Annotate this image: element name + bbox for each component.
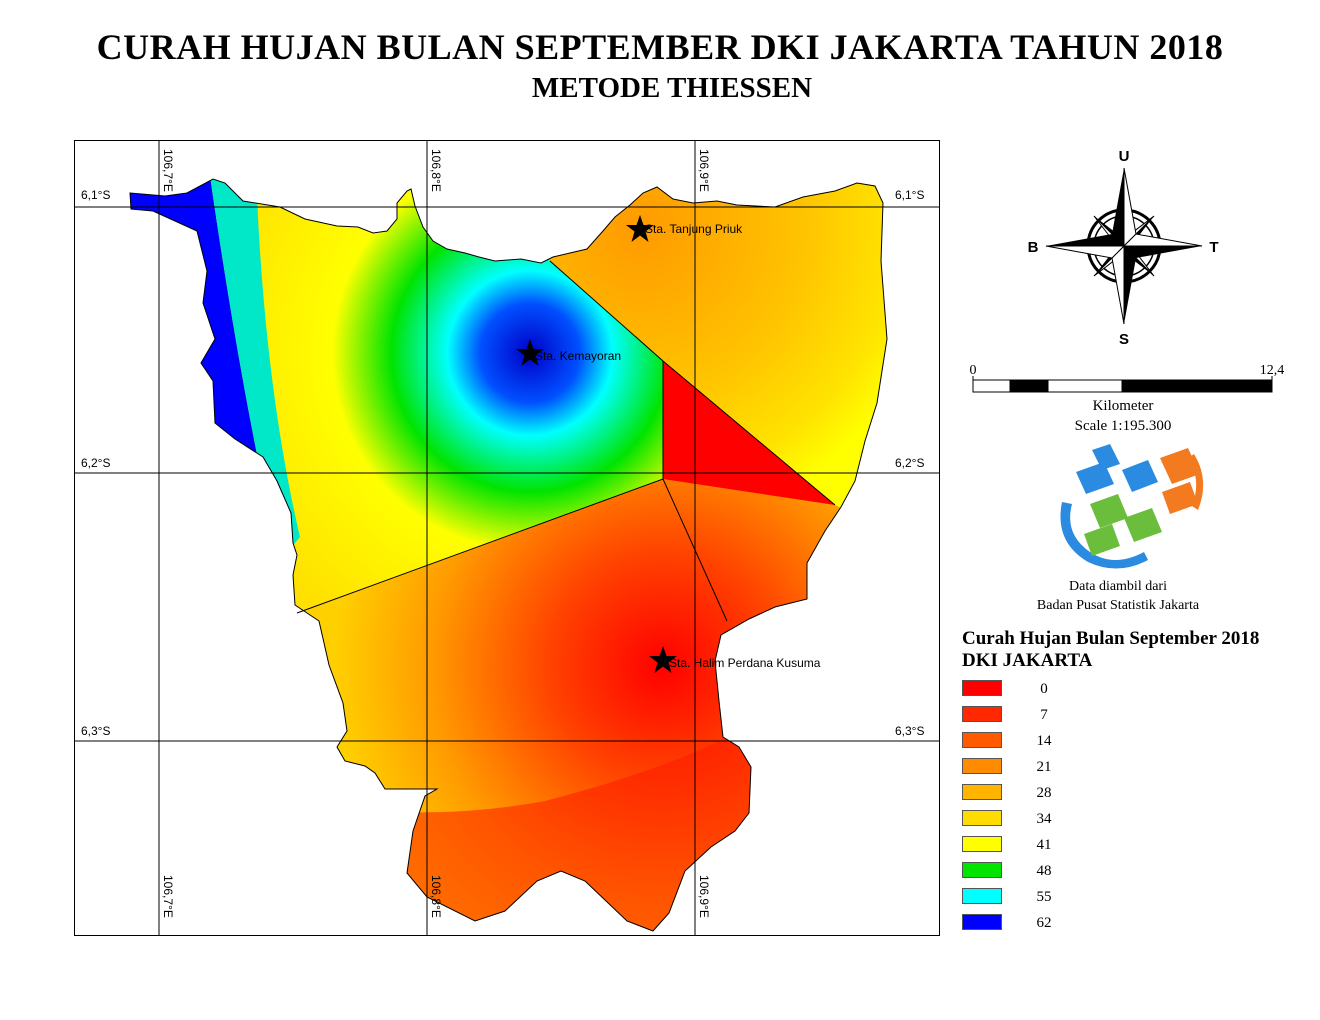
lat-label-right: 6,2°S [895, 456, 924, 470]
compass-rose-icon: U S T B [1028, 148, 1219, 348]
legend-label: 7 [1040, 707, 1048, 723]
graticule [75, 141, 939, 935]
data-source: Data diambil dari Badan Pusat Statistik … [980, 577, 1256, 615]
map-subtitle: METODE THIESSEN [531, 72, 813, 104]
legend-title-line-1: Curah Hujan Bulan September 2018 [962, 628, 1260, 649]
legend-label: 41 [1036, 837, 1052, 853]
station-star-icon [626, 215, 654, 242]
bps-logo-icon [1060, 444, 1204, 569]
lat-label-left: 6,3°S [81, 724, 110, 738]
legend-swatch [962, 810, 1002, 826]
map-frame[interactable]: 6,1°S 6,2°S 6,3°S 6,1°S 6,2°S 6,3°S 106,… [74, 140, 940, 936]
legend-label: 62 [1036, 915, 1052, 931]
legend-label: 28 [1036, 785, 1052, 801]
scale-unit: Kilometer [1092, 398, 1154, 414]
lon-label-top: 106,9°E [697, 149, 711, 192]
legend-label: 55 [1036, 889, 1052, 905]
legend-swatch [962, 706, 1002, 722]
legend-label: 14 [1036, 733, 1052, 749]
compass-south-label: S [1119, 331, 1129, 348]
station-label: Sta. Halim Perdana Kusuma [669, 656, 821, 670]
station-star-icon [516, 339, 544, 366]
station-halim-perdana-kusuma[interactable]: Sta. Halim Perdana Kusuma [649, 646, 821, 673]
legend-swatch [962, 732, 1002, 748]
compass-east-label: T [1209, 239, 1218, 256]
legend-swatch [962, 836, 1002, 852]
legend-swatch [962, 758, 1002, 774]
station-star-icon [649, 646, 677, 673]
legend-swatch [962, 888, 1002, 904]
legend-items: 0 7 14 21 28 34 41 48 55 62 [962, 680, 1302, 940]
lat-label-left: 6,1°S [81, 188, 110, 202]
thiessen-boundaries [296, 260, 836, 622]
source-line-1: Data diambil dari [1069, 579, 1167, 594]
legend: Curah Hujan Bulan September 2018 DKI JAK… [962, 628, 1302, 940]
lat-label-right: 6,3°S [895, 724, 924, 738]
map-title: CURAH HUJAN BULAN SEPTEMBER DKI JAKARTA … [96, 27, 1224, 67]
lon-label-top: 106,8°E [429, 149, 443, 192]
lat-label-right: 6,1°S [895, 188, 924, 202]
station-kemayoran[interactable]: Sta. Kemayoran [516, 339, 621, 366]
legend-label: 34 [1036, 811, 1052, 827]
station-label: Sta. Kemayoran [535, 349, 621, 363]
lat-label-left: 6,2°S [81, 456, 110, 470]
map-canvas[interactable]: 6,1°S 6,2°S 6,3°S 6,1°S 6,2°S 6,3°S 106,… [75, 141, 940, 936]
source-line-2: Badan Pusat Statistik Jakarta [1036, 598, 1200, 613]
scale-ratio: Scale 1:195.300 [1074, 418, 1172, 434]
legend-label: 48 [1036, 863, 1052, 879]
station-tanjung-priuk[interactable]: Sta. Tanjung Priuk [626, 215, 743, 242]
lon-label-top: 106,7°E [161, 149, 175, 192]
legend-swatch [962, 914, 1002, 930]
lon-label-bottom: 106,8°E [429, 875, 443, 918]
scale-start-label: 0 [970, 363, 977, 378]
scale-text: Kilometer Scale 1:195.300 [960, 396, 1286, 436]
compass-west-label: B [1028, 239, 1039, 256]
legend-swatch [962, 680, 1002, 696]
station-label: Sta. Tanjung Priuk [645, 222, 743, 236]
scale-end-label: 12,4 [1260, 363, 1285, 378]
compass-north-label: U [1119, 148, 1130, 165]
legend-label: 21 [1036, 759, 1052, 775]
lon-label-bottom: 106,9°E [697, 875, 711, 918]
legend-label: 0 [1040, 681, 1048, 697]
legend-title-line-2: DKI JAKARTA [962, 650, 1093, 671]
scale-bar: 0 12,4 [970, 363, 1285, 393]
legend-swatch [962, 862, 1002, 878]
lon-label-bottom: 106,7°E [161, 875, 175, 918]
legend-title: Curah Hujan Bulan September 2018 DKI JAK… [962, 628, 1302, 672]
legend-swatch [962, 784, 1002, 800]
